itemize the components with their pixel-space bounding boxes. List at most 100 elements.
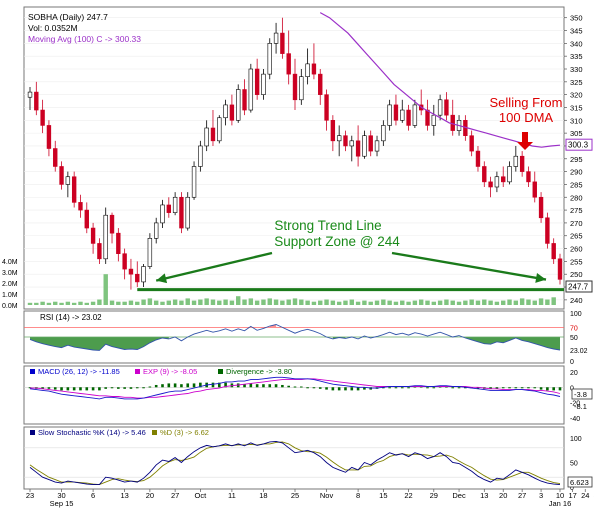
volume-bar [381,299,386,305]
macd-divergence-bar [66,387,70,391]
volume-bar [210,299,216,305]
macd-divergence-bar [464,387,467,389]
macd-tick-label: -40 [570,416,580,423]
candle-body [437,99,443,116]
volume-bar [488,300,493,305]
volume-bar [153,300,159,305]
volume-bar [286,299,291,305]
macd-divergence-bar [287,385,290,388]
svg-text:-8.1: -8.1 [574,402,587,411]
candle-body [336,135,342,142]
macd-divergence-bar [274,384,278,388]
price-panel [23,6,565,310]
macd-divergence-bar [167,383,171,388]
x-tick-label: Dec [452,491,466,500]
macd-divergence-bar [98,387,101,391]
candle-body [242,89,247,111]
macd-divergence-bar [344,387,347,391]
macd-divergence-bar [337,387,341,391]
volume-bar [507,299,512,305]
ma-value-badge: 300.3 [565,138,593,151]
candle-body [381,125,386,142]
price-tick-label: 315 [570,103,583,112]
candle-body [482,166,487,183]
macd-divergence-bar [451,387,455,389]
price-tick-label: 320 [570,91,583,100]
price-tick-label: 295 [570,155,583,164]
volume-bar [179,300,184,305]
candle-body [34,91,39,111]
volume-bar [90,301,96,305]
candle-body [387,104,392,126]
candle-body [362,135,367,157]
volume-bar [59,302,64,305]
macd-value-badges: -3.8 -8.1 [571,388,593,411]
x-tick-label: 20 [146,491,154,500]
candle-body [46,125,52,149]
stoch-k-line [29,440,561,486]
volume-bar [27,302,33,305]
candle-body [318,73,323,95]
macd-divergence-bar [476,387,480,389]
candle-body [273,32,279,44]
candle-body [425,109,430,126]
candle-body [526,171,531,183]
candle-body [343,135,348,147]
candle-body [204,127,209,147]
candle-body [128,268,134,275]
candle-body [545,217,550,244]
macd-divergence-bar [445,386,448,388]
macd-legend-exp: EXP (9) -> -8.05 [143,367,197,376]
candle-body [368,135,373,152]
candle-body [412,104,418,126]
price-tick-label: 340 [570,39,583,48]
support-annotation-line1: Strong Trend Line [274,218,381,233]
x-tick-label: 30 [57,491,65,500]
candle-body [217,117,222,142]
candle-body [116,232,121,254]
macd-divergence-bar [419,386,423,388]
candle-body [248,68,254,111]
macd-divergence-bar [527,387,530,389]
candle-body [254,68,260,95]
volume-y-axis: 4.0M 3.0M 2.0M 1.0M 0.0M [2,259,18,310]
volume-tick-label: 3.0M [2,270,18,277]
candle-body [488,181,493,188]
macd-divergence-bar [135,387,139,389]
x-tick-label: 11 [228,491,236,500]
macd-divergence-bar [211,382,215,388]
svg-text:6.623: 6.623 [570,478,589,487]
selling-annotation-line2: 100 DMA [499,110,554,125]
volume-bar [122,301,127,305]
volume-bars [27,274,556,305]
macd-divergence-bar [53,387,57,390]
candle-body [286,53,291,75]
stoch-legend-k: Slow Stochastic %K (14) -> 5.46 [38,428,146,437]
stoch-legend-d: %D (3) -> 6.62 [160,428,209,437]
price-tick-label: 330 [570,65,583,74]
volume-bar [501,300,506,305]
volume-bar [217,300,222,305]
macd-divergence-bar [394,387,398,389]
candle-body [191,166,197,198]
x-tick-label: 29 [430,491,438,500]
volume-tick-label: 0.0M [2,303,18,310]
rsi-tick-label: 50 [570,335,578,342]
volume-bar [532,300,537,305]
macd-divergence-bar [72,387,76,391]
x-tick-label: 3 [539,491,543,500]
macd-content [24,376,564,400]
rsi-legend: RSI (14) -> 23.02 [40,313,102,322]
macd-divergence-bar [426,387,429,389]
candle-body [507,166,512,183]
candle-body [406,109,411,126]
macd-divergence-bar [312,387,316,389]
rsi-tick-label: 23.02 [570,348,588,355]
candle-body [538,196,544,219]
macd-divergence-bar [388,387,391,389]
price-tick-label: 325 [570,78,583,87]
macd-divergence-bar [47,387,51,389]
candle-body [27,91,33,98]
candle-body [236,89,241,121]
volume-bar [229,300,235,305]
